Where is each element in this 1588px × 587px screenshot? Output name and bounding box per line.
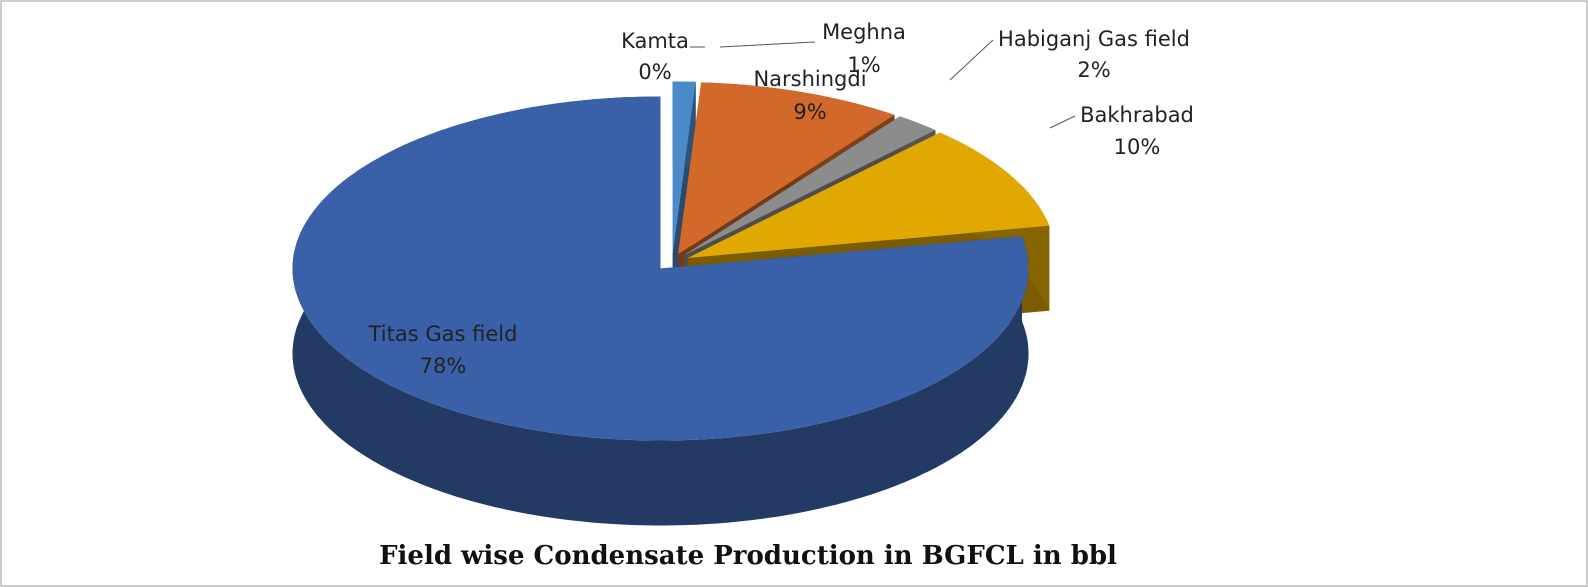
slice <box>683 116 936 256</box>
slice-label: Kamta <box>621 29 689 53</box>
leader-line <box>1049 115 1076 129</box>
slice-value-label: 9% <box>793 100 826 124</box>
slice <box>672 81 696 254</box>
slice-tops <box>292 81 1050 441</box>
slice <box>678 82 895 255</box>
slice <box>687 132 1050 258</box>
slice-label: Meghna <box>822 20 906 44</box>
slice <box>292 96 1029 441</box>
slice-value-label: 2% <box>1077 58 1110 82</box>
slice-value-label: 0% <box>638 60 671 84</box>
slice-label: Habiganj Gas field <box>998 27 1190 51</box>
chart-title: Field wise Condensate Production in BGFC… <box>379 541 1117 571</box>
leader-line <box>949 39 994 81</box>
slice-label: Narshingdi <box>753 67 866 91</box>
slice-value-label: 78% <box>420 354 467 378</box>
labels: Kamta 0% Meghna 1%Narshingdi 9% Habiganj Gas … <box>368 20 1194 378</box>
slice-value-label: 10% <box>1114 135 1161 159</box>
slice-value-label: 1% <box>847 53 880 77</box>
slice-label: Bakhrabad <box>1080 103 1194 127</box>
leader-line <box>719 41 816 48</box>
slice-label: Titas Gas field <box>368 322 518 346</box>
